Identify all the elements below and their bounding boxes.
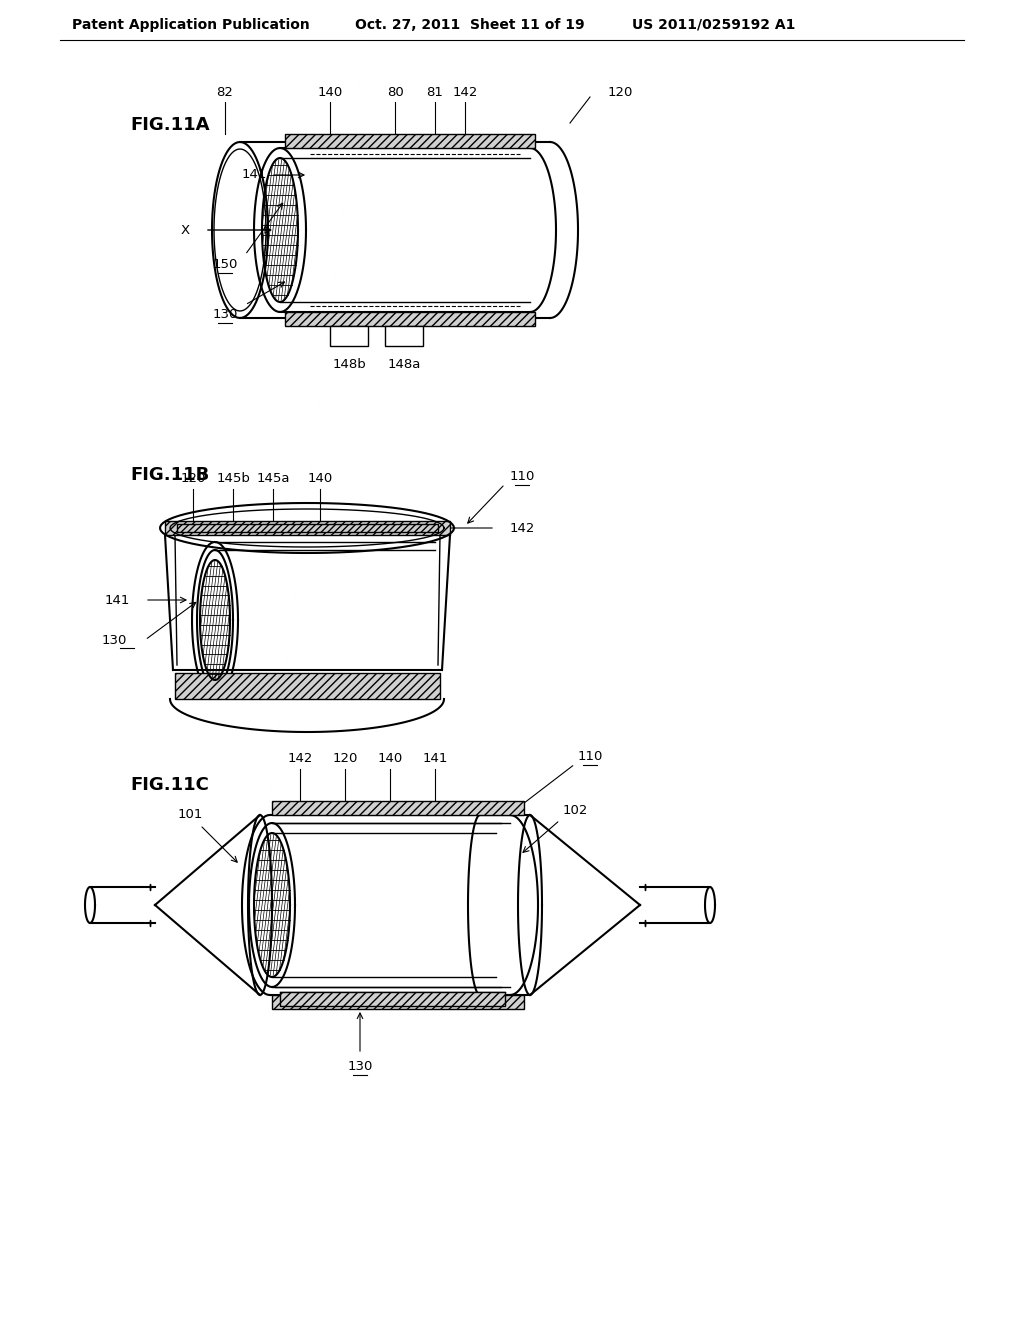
Polygon shape xyxy=(272,995,524,1008)
Bar xyxy=(385,326,423,346)
Text: 80: 80 xyxy=(387,86,403,99)
Text: 141: 141 xyxy=(242,169,266,181)
Text: 110: 110 xyxy=(509,470,535,483)
Text: 130: 130 xyxy=(347,1060,373,1073)
Text: 130: 130 xyxy=(212,309,238,322)
Polygon shape xyxy=(175,673,440,700)
Text: 120: 120 xyxy=(180,473,206,486)
Text: FIG.11A: FIG.11A xyxy=(130,116,210,135)
Polygon shape xyxy=(272,801,524,814)
Text: 148b: 148b xyxy=(332,358,366,371)
Text: 140: 140 xyxy=(317,86,343,99)
Polygon shape xyxy=(165,521,450,535)
Text: 142: 142 xyxy=(510,521,536,535)
Text: 148a: 148a xyxy=(387,358,421,371)
Polygon shape xyxy=(280,993,505,1006)
Text: 120: 120 xyxy=(333,752,357,766)
Text: 140: 140 xyxy=(378,752,402,766)
Text: Patent Application Publication: Patent Application Publication xyxy=(72,18,309,32)
Polygon shape xyxy=(285,312,535,326)
Text: 145a: 145a xyxy=(256,473,290,486)
Text: 82: 82 xyxy=(216,86,233,99)
Text: 120: 120 xyxy=(607,86,633,99)
Text: 101: 101 xyxy=(177,808,203,821)
Text: US 2011/0259192 A1: US 2011/0259192 A1 xyxy=(632,18,796,32)
Text: 140: 140 xyxy=(307,473,333,486)
Text: 145b: 145b xyxy=(216,473,250,486)
Text: 150: 150 xyxy=(212,259,238,272)
Text: 110: 110 xyxy=(578,751,603,763)
Text: Oct. 27, 2011  Sheet 11 of 19: Oct. 27, 2011 Sheet 11 of 19 xyxy=(355,18,585,32)
Text: 142: 142 xyxy=(288,752,312,766)
Polygon shape xyxy=(177,524,438,532)
Text: FIG.11C: FIG.11C xyxy=(130,776,209,795)
Text: 141: 141 xyxy=(422,752,447,766)
Bar xyxy=(330,326,368,346)
Polygon shape xyxy=(285,135,535,148)
Text: FIG.11B: FIG.11B xyxy=(130,466,209,484)
Text: 130: 130 xyxy=(101,634,127,647)
Text: 141: 141 xyxy=(104,594,130,606)
Text: X: X xyxy=(181,223,190,236)
Text: 102: 102 xyxy=(562,804,588,817)
Text: 81: 81 xyxy=(427,86,443,99)
Text: 142: 142 xyxy=(453,86,477,99)
